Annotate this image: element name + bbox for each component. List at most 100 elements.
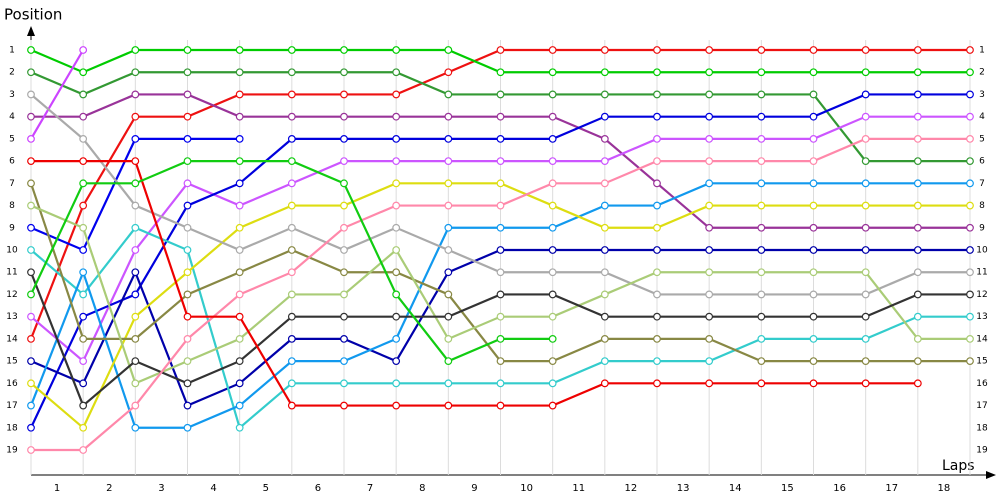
point	[183, 68, 192, 77]
point	[653, 157, 661, 166]
point	[548, 179, 557, 188]
point	[79, 401, 88, 410]
y-tick-label-right: 2	[979, 68, 985, 78]
point	[600, 90, 609, 99]
y-tick-label-right: 1	[979, 46, 985, 56]
series-line	[31, 160, 918, 407]
point	[340, 312, 348, 321]
point	[392, 68, 401, 77]
point	[340, 68, 348, 77]
y-tick-label: 2	[9, 68, 15, 78]
point	[131, 379, 140, 388]
point	[79, 312, 88, 321]
y-tick-label-right: 9	[979, 223, 985, 233]
point	[600, 68, 609, 77]
point	[131, 312, 140, 321]
y-tick-label: 3	[9, 90, 15, 100]
y-tick-label: 17	[6, 401, 17, 411]
point	[913, 290, 922, 299]
point	[444, 68, 453, 77]
x-tick-label: 9	[471, 483, 477, 494]
x-tick-label: 13	[677, 483, 690, 494]
y-tick-label-right: 6	[979, 157, 985, 167]
point	[340, 157, 348, 166]
point	[235, 379, 244, 388]
point	[444, 312, 453, 321]
point	[861, 334, 870, 343]
point	[27, 446, 35, 454]
point	[913, 179, 922, 188]
point	[287, 401, 296, 410]
point	[444, 46, 453, 54]
point	[548, 379, 557, 388]
point	[548, 290, 557, 299]
point	[287, 379, 296, 388]
point	[705, 112, 714, 121]
point	[287, 290, 296, 299]
point	[757, 46, 766, 54]
point	[287, 357, 296, 366]
point	[496, 134, 505, 143]
point	[861, 201, 870, 210]
point	[548, 357, 557, 366]
point	[79, 179, 88, 188]
point	[966, 246, 974, 254]
point	[27, 312, 35, 321]
point	[861, 290, 870, 299]
point	[444, 90, 453, 99]
point	[809, 112, 818, 121]
point	[27, 112, 35, 121]
point	[27, 357, 35, 366]
point	[913, 46, 922, 54]
point	[79, 290, 88, 299]
point	[705, 334, 714, 343]
point	[235, 223, 244, 232]
point	[444, 223, 453, 232]
point	[79, 201, 88, 210]
point	[496, 157, 505, 166]
point	[705, 357, 714, 366]
point	[705, 379, 714, 388]
point	[705, 201, 714, 210]
point	[79, 46, 88, 54]
point	[757, 334, 766, 343]
y-tick-label: 1	[9, 46, 15, 56]
point	[392, 179, 401, 188]
point	[757, 290, 766, 299]
point	[757, 223, 766, 232]
y-tick-label-right: 19	[976, 446, 988, 456]
point	[861, 357, 870, 366]
point	[27, 334, 35, 343]
point	[340, 134, 348, 143]
point	[287, 90, 296, 99]
point	[757, 179, 766, 188]
x-tick-label: 4	[210, 483, 216, 494]
point	[131, 357, 140, 366]
point	[913, 312, 922, 321]
point	[131, 134, 140, 143]
point	[809, 357, 818, 366]
point	[340, 90, 348, 99]
point	[392, 201, 401, 210]
x-tick-label: 18	[938, 483, 951, 494]
y-tick-label-right: 7	[979, 179, 985, 189]
point	[966, 223, 974, 232]
point	[235, 334, 244, 343]
point	[340, 112, 348, 121]
x-tick-label: 16	[833, 483, 846, 494]
point	[548, 112, 557, 121]
point	[340, 357, 348, 366]
point	[235, 134, 244, 143]
y-tick-label: 5	[9, 134, 15, 144]
point	[548, 134, 557, 143]
point	[340, 179, 348, 188]
point	[235, 68, 244, 77]
point	[27, 423, 35, 432]
point	[183, 179, 192, 188]
point	[913, 201, 922, 210]
point	[444, 157, 453, 166]
point	[705, 157, 714, 166]
point	[600, 179, 609, 188]
point	[496, 357, 505, 366]
x-tick-label: 2	[106, 483, 112, 494]
